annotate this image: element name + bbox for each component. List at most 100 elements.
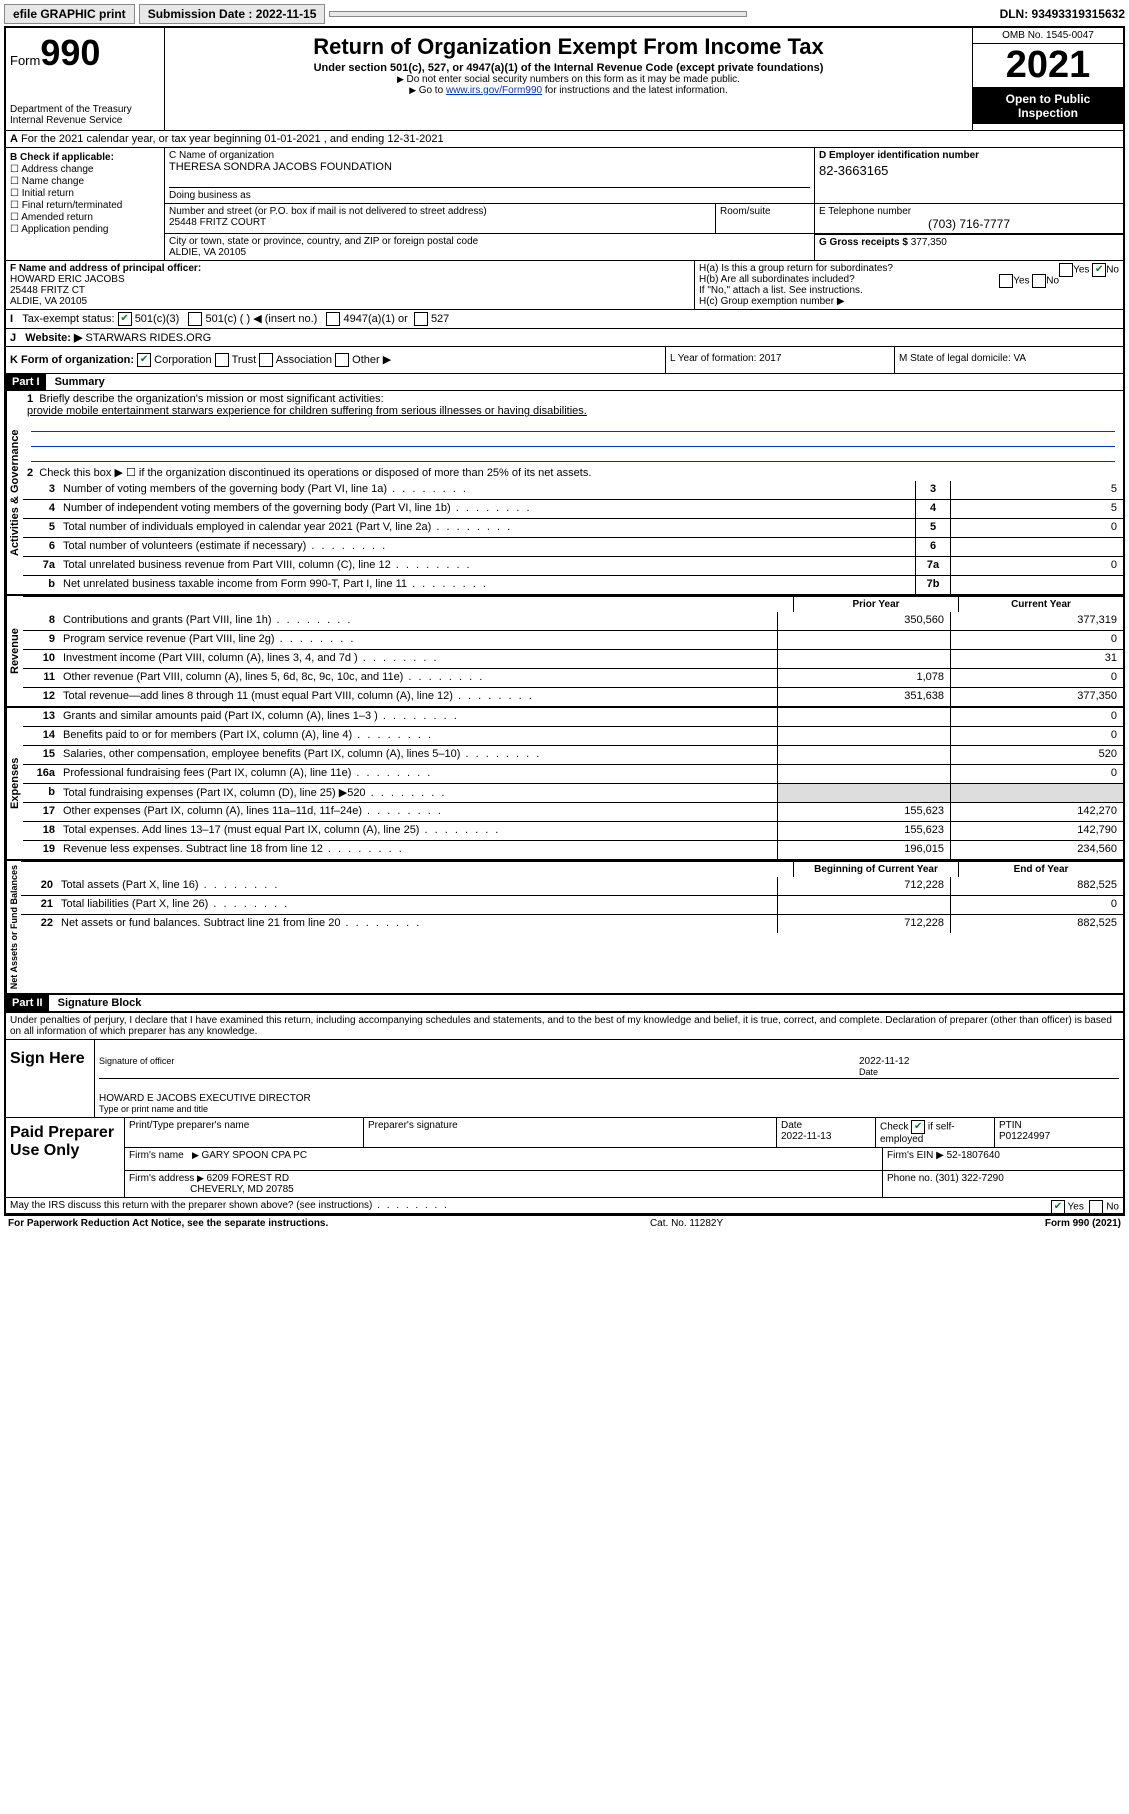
chk-trust[interactable] — [215, 353, 229, 367]
part1-title: Summary — [49, 374, 111, 390]
goto-note: Go to www.irs.gov/Form990 for instructio… — [169, 85, 968, 96]
chk-application-pending[interactable]: Application pending — [10, 224, 160, 235]
part2-title: Signature Block — [52, 995, 148, 1011]
chk-501c3[interactable] — [118, 312, 132, 326]
irs-link[interactable]: www.irs.gov/Form990 — [446, 85, 542, 96]
m-state-domicile: M State of legal domicile: VA — [894, 347, 1123, 373]
officer-printed-name: HOWARD E JACOBS EXECUTIVE DIRECTOR — [99, 1093, 311, 1104]
city-value: ALDIE, VA 20105 — [169, 247, 246, 258]
line-22: 22 Net assets or fund balances. Subtract… — [21, 914, 1123, 933]
chk-address-change[interactable]: Address change — [10, 164, 160, 175]
addr-value: 25448 FRITZ COURT — [169, 217, 266, 228]
i-label: Tax-exempt status: — [22, 313, 114, 325]
footer-right: Form 990 (2021) — [1045, 1218, 1121, 1229]
line-14: 14 Benefits paid to or for members (Part… — [23, 726, 1123, 745]
g-label: G Gross receipts $ — [819, 237, 908, 248]
open-public-badge: Open to Public Inspection — [973, 88, 1123, 124]
part1-header: Part I — [6, 374, 46, 390]
chk-final-return[interactable]: Final return/terminated — [10, 200, 160, 211]
firm-name: GARY SPOON CPA PC — [192, 1150, 307, 1161]
line-5: 5 Total number of individuals employed i… — [23, 518, 1123, 537]
j-label: Website: ▶ — [25, 332, 82, 344]
line-b: b Total fundraising expenses (Part IX, c… — [23, 783, 1123, 802]
sig-officer-label: Signature of officer — [99, 1056, 174, 1066]
chk-corp[interactable] — [137, 353, 151, 367]
f-label: F Name and address of principal officer: — [10, 263, 201, 274]
chk-initial-return[interactable]: Initial return — [10, 188, 160, 199]
section-b-checkboxes: B Check if applicable: Address change Na… — [6, 148, 165, 260]
hb-yes[interactable] — [999, 274, 1013, 288]
ha-yes[interactable] — [1059, 263, 1073, 277]
officer-addr2: ALDIE, VA 20105 — [10, 296, 87, 307]
chk-amended-return[interactable]: Amended return — [10, 212, 160, 223]
phone-value: (703) 716-7777 — [819, 217, 1119, 231]
vlabel-netassets: Net Assets or Fund Balances — [6, 861, 21, 993]
firm-addr2: CHEVERLY, MD 20785 — [190, 1184, 294, 1195]
hdr-prior-year: Prior Year — [793, 597, 958, 612]
room-label: Room/suite — [715, 204, 814, 233]
row-a-period: A For the 2021 calendar year, or tax yea… — [6, 131, 448, 147]
line-7a: 7a Total unrelated business revenue from… — [23, 556, 1123, 575]
blank-bar — [329, 11, 747, 17]
line-11: 11 Other revenue (Part VIII, column (A),… — [23, 668, 1123, 687]
chk-501c[interactable] — [188, 312, 202, 326]
hdr-current-year: Current Year — [958, 597, 1123, 612]
ptin-label: PTIN — [999, 1120, 1022, 1131]
chk-4947[interactable] — [326, 312, 340, 326]
line-b: b Net unrelated business taxable income … — [23, 575, 1123, 594]
line-18: 18 Total expenses. Add lines 13–17 (must… — [23, 821, 1123, 840]
discuss-question: May the IRS discuss this return with the… — [10, 1200, 372, 1211]
dba-label: Doing business as — [169, 187, 810, 201]
org-name: THERESA SONDRA JACOBS FOUNDATION — [169, 161, 392, 173]
line-8: 8 Contributions and grants (Part VIII, l… — [23, 612, 1123, 630]
line-4: 4 Number of independent voting members o… — [23, 499, 1123, 518]
firm-ein: 52-1807640 — [947, 1150, 1000, 1161]
paid-preparer-label: Paid Preparer Use Only — [6, 1118, 125, 1197]
addr-label: Number and street (or P.O. box if mail i… — [169, 206, 487, 217]
l-year-formation: L Year of formation: 2017 — [665, 347, 894, 373]
sig-date-value: 2022-11-12 — [859, 1056, 909, 1067]
chk-other[interactable] — [335, 353, 349, 367]
line-20: 20 Total assets (Part X, line 16) 712,22… — [21, 877, 1123, 895]
line-13: 13 Grants and similar amounts paid (Part… — [23, 708, 1123, 726]
hb-no[interactable] — [1032, 274, 1046, 288]
h-b: H(b) Are all subordinates included? Yes … — [699, 274, 1119, 285]
vlabel-revenue: Revenue — [6, 596, 23, 706]
dln: DLN: 93493319315632 — [1000, 7, 1125, 21]
line-6: 6 Total number of volunteers (estimate i… — [23, 537, 1123, 556]
footer-left: For Paperwork Reduction Act Notice, see … — [8, 1218, 328, 1229]
l1-label: Briefly describe the organization's miss… — [39, 393, 383, 405]
chk-527[interactable] — [414, 312, 428, 326]
discuss-no[interactable] — [1089, 1200, 1103, 1214]
mission-text: provide mobile entertainment starwars ex… — [27, 405, 587, 417]
ein-value: 82-3663165 — [819, 163, 1119, 178]
gross-receipts: 377,350 — [911, 237, 947, 248]
chk-assoc[interactable] — [259, 353, 273, 367]
sig-date-label: Date — [859, 1067, 878, 1077]
line-16a: 16a Professional fundraising fees (Part … — [23, 764, 1123, 783]
discuss-yes[interactable] — [1051, 1200, 1065, 1214]
line-3: 3 Number of voting members of the govern… — [23, 481, 1123, 499]
ha-no[interactable] — [1092, 263, 1106, 277]
ptin-value: P01224997 — [999, 1131, 1050, 1142]
line-19: 19 Revenue less expenses. Subtract line … — [23, 840, 1123, 859]
sign-here-label: Sign Here — [6, 1040, 95, 1117]
footer-cat: Cat. No. 11282Y — [328, 1218, 1045, 1229]
hdr-end-year: End of Year — [958, 862, 1123, 877]
chk-self-employed[interactable] — [911, 1120, 925, 1134]
line-17: 17 Other expenses (Part IX, column (A), … — [23, 802, 1123, 821]
sig-name-label: Type or print name and title — [99, 1104, 208, 1114]
prep-name-label: Print/Type preparer's name — [125, 1118, 364, 1147]
form-number: Form990 — [10, 32, 160, 74]
line-10: 10 Investment income (Part VIII, column … — [23, 649, 1123, 668]
dept-treasury: Department of the Treasury — [10, 104, 160, 115]
prep-sig-label: Preparer's signature — [364, 1118, 777, 1147]
chk-name-change[interactable]: Name change — [10, 176, 160, 187]
line-9: 9 Program service revenue (Part VIII, li… — [23, 630, 1123, 649]
city-label: City or town, state or province, country… — [169, 236, 478, 247]
ssn-note: Do not enter social security numbers on … — [169, 74, 968, 85]
firm-phone: (301) 322-7290 — [935, 1173, 1003, 1184]
l2-text: Check this box ▶ ☐ if the organization d… — [39, 467, 591, 479]
d-label: D Employer identification number — [819, 150, 979, 161]
efile-button[interactable]: efile GRAPHIC print — [4, 4, 135, 24]
